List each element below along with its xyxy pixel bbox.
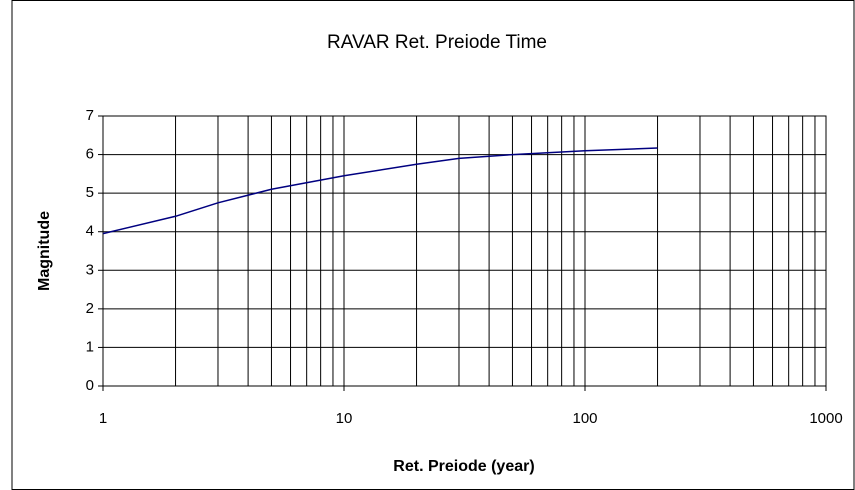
y-axis-label: Magnitude [36, 211, 53, 291]
y-tick-label: 1 [86, 338, 94, 355]
y-tick-label: 4 [86, 223, 94, 240]
chart-frame [11, 0, 855, 490]
y-tick-label: 6 [86, 146, 94, 163]
chart-title: RAVAR Ret. Preiode Time [327, 32, 547, 53]
y-tick-label: 5 [86, 184, 94, 201]
y-tick-label: 3 [86, 261, 94, 278]
plot-area [102, 115, 827, 387]
y-tick-label: 0 [86, 377, 94, 394]
y-tick-label: 7 [86, 107, 94, 124]
x-tick-label: 1000 [809, 410, 842, 427]
x-axis-label: Ret. Preiode (year) [393, 458, 534, 475]
x-tick-label: 10 [336, 410, 353, 427]
y-tick-label: 2 [86, 300, 94, 317]
data-line [102, 147, 658, 235]
x-tick-label: 1 [99, 410, 107, 427]
x-tick-label: 100 [572, 410, 597, 427]
